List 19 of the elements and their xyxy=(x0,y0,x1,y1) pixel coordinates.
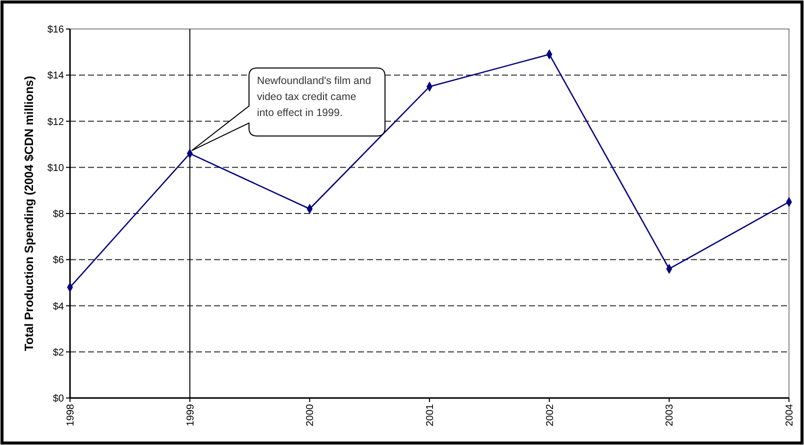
y-tick-label: $16 xyxy=(47,24,64,36)
y-tick-label: $4 xyxy=(52,301,64,312)
x-tick-label: 2002 xyxy=(544,404,556,426)
x-tick-label: 1998 xyxy=(66,404,76,426)
y-tick-label: $2 xyxy=(52,347,64,358)
y-tick-label: $6 xyxy=(52,255,64,266)
callout: Newfoundland's film and video tax credit came into effect in 1999. xyxy=(191,68,386,152)
x-tick-label: 2003 xyxy=(664,404,676,426)
x-tick-label: 2001 xyxy=(425,404,436,426)
x-tick-label: 2000 xyxy=(305,404,316,426)
annotation: Newfoundland's film and video tax credit came into effect in 1999. xyxy=(257,75,372,119)
y-tick-label: $10 xyxy=(47,162,64,174)
y-tick-label: $0 xyxy=(52,394,64,404)
y-axis-title: Total Production Spending (2004 $CDN millions) xyxy=(22,76,36,352)
x-tick-label: 2004 xyxy=(784,404,796,426)
y-tick-label: $14 xyxy=(47,70,64,82)
y-tick-label: $12 xyxy=(47,116,64,128)
y-tick-label: $8 xyxy=(52,209,64,220)
x-tick-label: 1999 xyxy=(185,404,196,426)
